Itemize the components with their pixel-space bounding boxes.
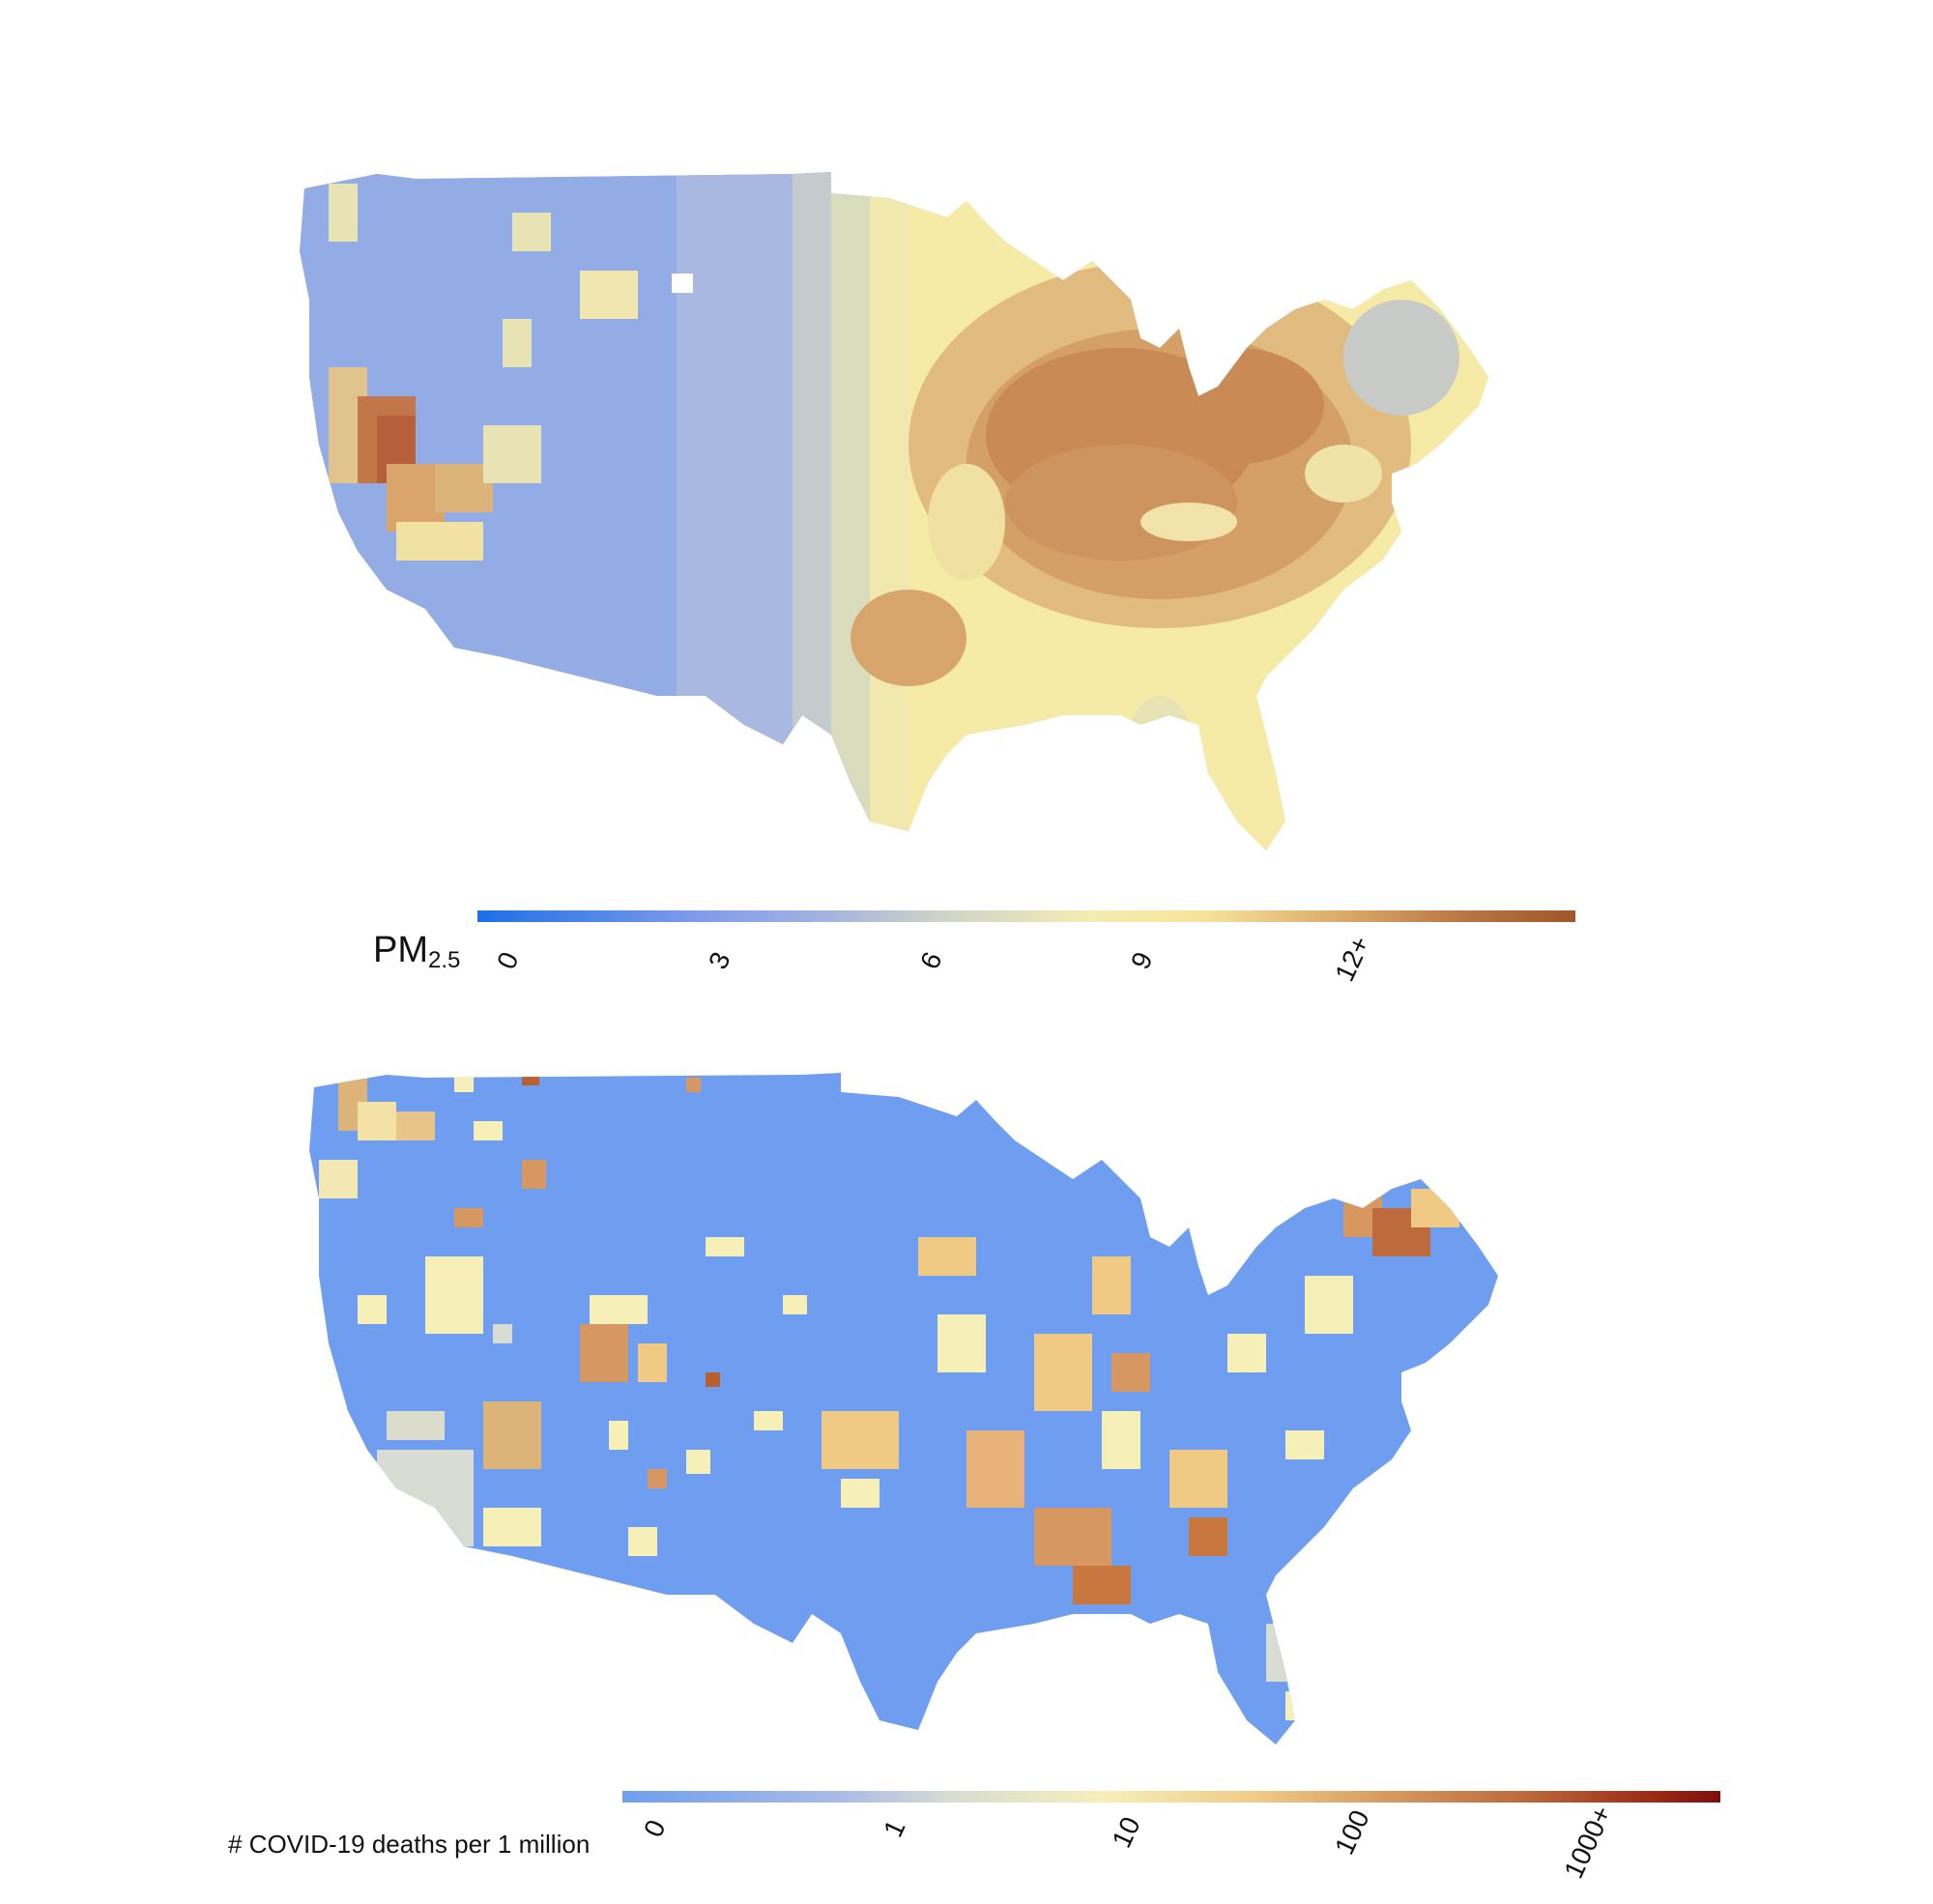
pm25-tick-6: 6 bbox=[913, 947, 948, 974]
pm25-legend-title: PM2.5 bbox=[373, 930, 461, 973]
pm25-map bbox=[300, 172, 1488, 851]
pm25-colorbar bbox=[477, 910, 1575, 922]
pm25-tick-0: 0 bbox=[490, 947, 525, 974]
pm25-tick-3: 3 bbox=[702, 947, 736, 974]
covid-legend-title: # COVID-19 deaths per 1 million bbox=[228, 1830, 591, 1859]
pm25-tick-12plus: 12+ bbox=[1329, 931, 1376, 986]
covid-deaths-map bbox=[309, 1073, 1498, 1745]
covid-colorbar bbox=[622, 1791, 1720, 1803]
covid-tick-1000plus: 1000+ bbox=[1558, 1801, 1618, 1883]
covid-tick-100: 100 bbox=[1328, 1805, 1375, 1860]
covid-tick-1: 1 bbox=[877, 1815, 911, 1842]
covid-tick-0: 0 bbox=[637, 1815, 672, 1842]
pm25-tick-9: 9 bbox=[1124, 947, 1159, 974]
covid-tick-10: 10 bbox=[1106, 1812, 1146, 1853]
